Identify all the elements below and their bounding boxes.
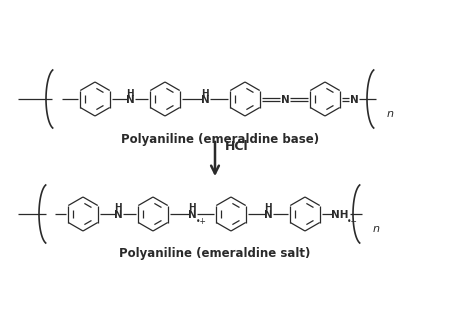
Text: NH: NH: [331, 210, 349, 220]
Text: Polyaniline (emeraldine base): Polyaniline (emeraldine base): [121, 133, 319, 145]
Text: n: n: [387, 109, 394, 119]
Text: N: N: [264, 210, 273, 220]
Text: •+: •+: [196, 218, 207, 226]
Text: HCl: HCl: [225, 140, 249, 154]
Text: H: H: [264, 203, 272, 213]
Text: H: H: [201, 89, 209, 98]
Text: N: N: [281, 95, 289, 105]
Text: n: n: [373, 224, 380, 234]
Text: Polyaniline (emeraldine salt): Polyaniline (emeraldine salt): [119, 247, 310, 261]
Text: N: N: [126, 95, 134, 105]
Text: N: N: [350, 95, 358, 105]
Text: N: N: [188, 210, 196, 220]
Text: H: H: [114, 203, 122, 213]
Text: H: H: [188, 203, 196, 213]
Text: N: N: [201, 95, 210, 105]
Text: H: H: [126, 89, 134, 98]
Text: •+: •+: [347, 218, 358, 226]
Text: N: N: [114, 210, 122, 220]
